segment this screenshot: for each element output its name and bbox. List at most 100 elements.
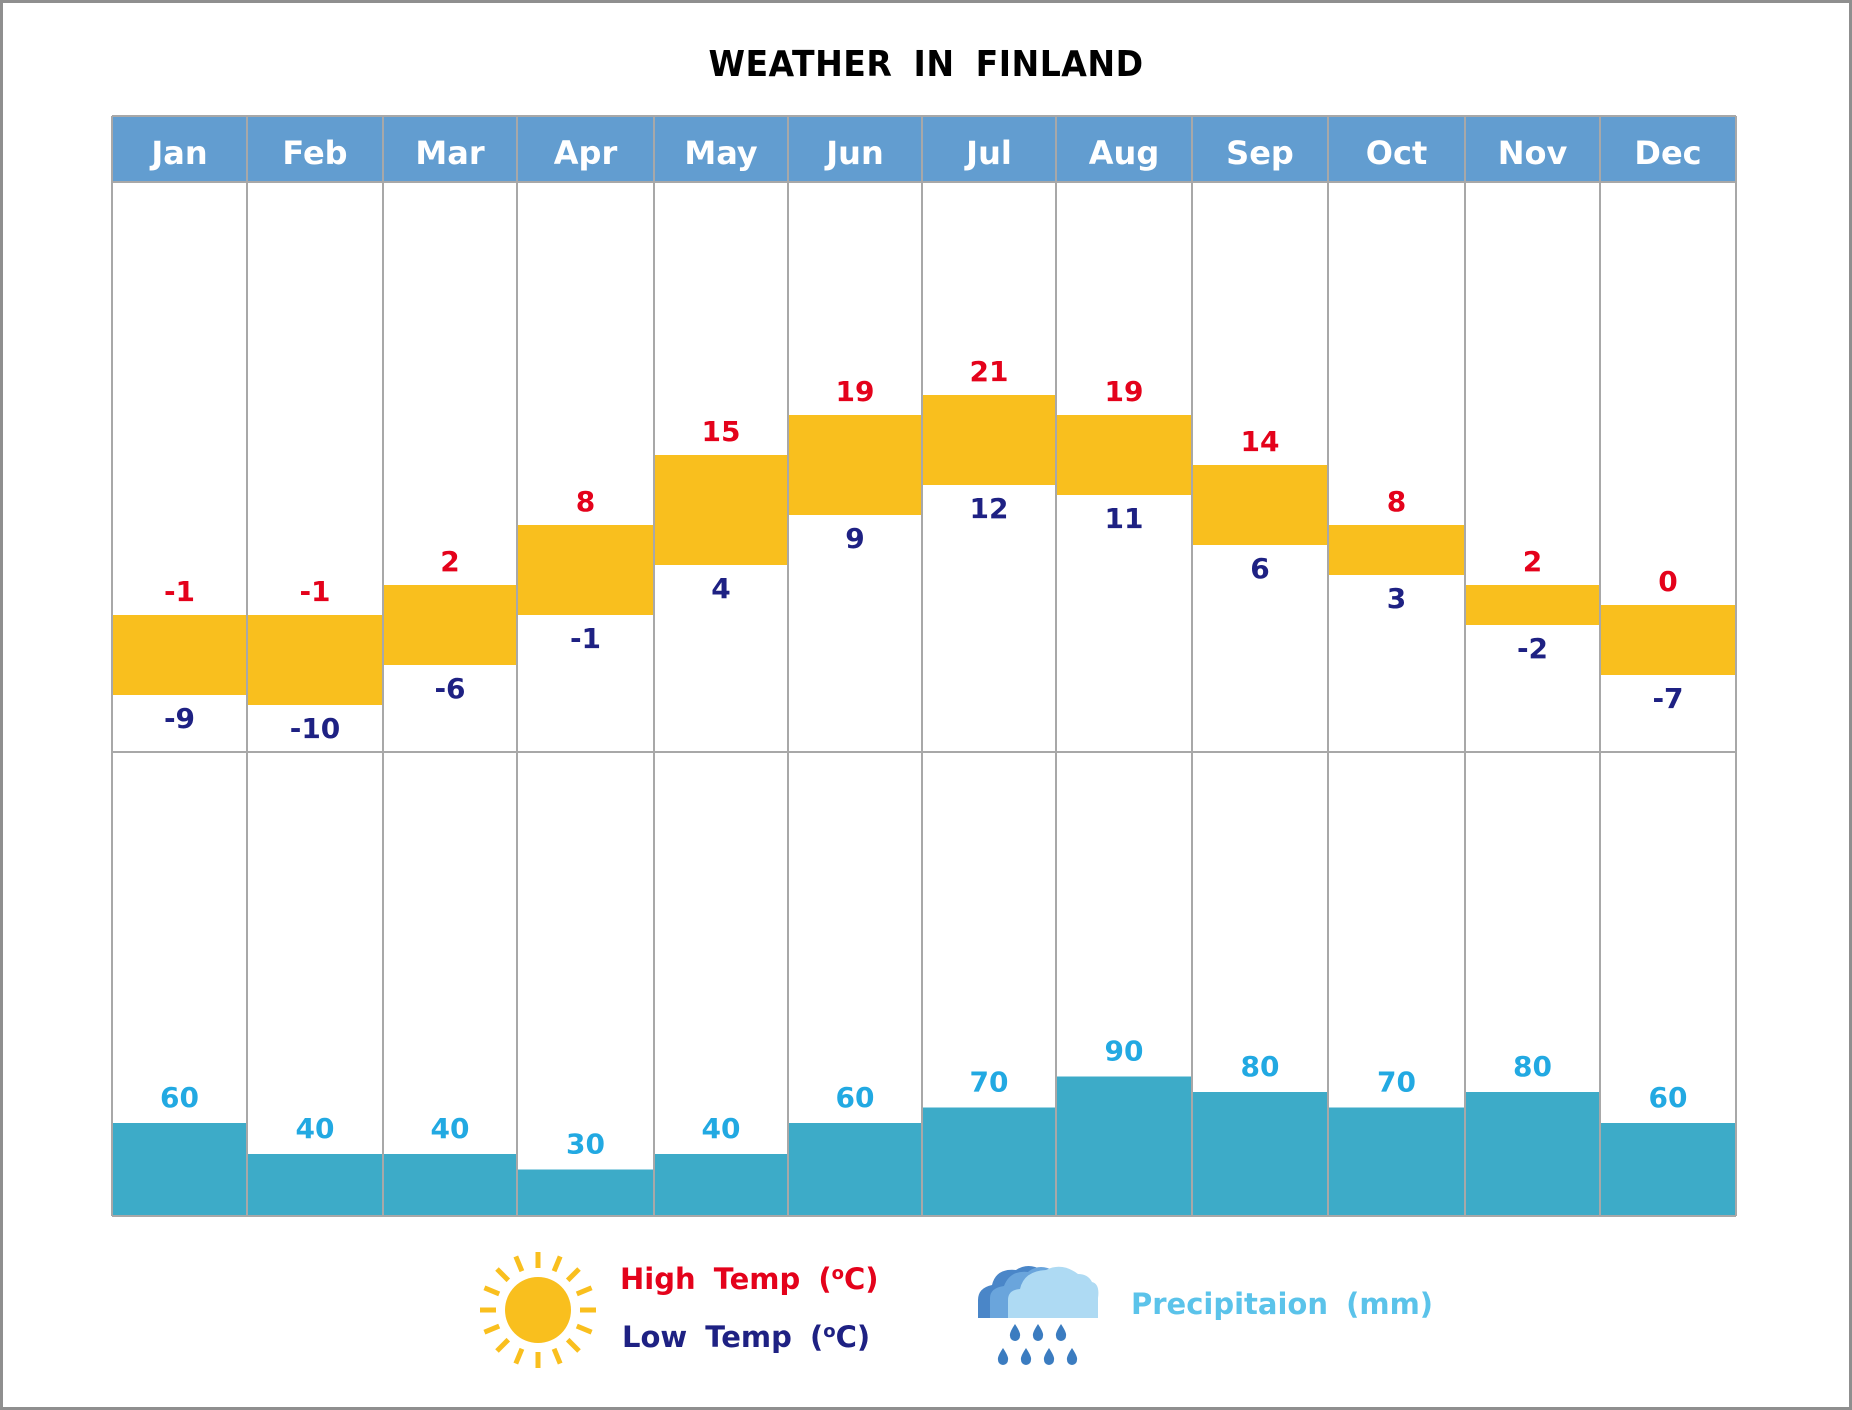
low-temp-label: 6 bbox=[1250, 552, 1269, 585]
low-temp-label: -7 bbox=[1652, 682, 1683, 715]
precip-bar-may bbox=[654, 1154, 788, 1216]
temp-band-mar bbox=[383, 585, 517, 665]
legend-low-label: Low Temp ( bbox=[622, 1320, 824, 1354]
legend-high-label: High Temp ( bbox=[620, 1262, 832, 1296]
temp-band-nov bbox=[1465, 585, 1600, 625]
precip-bar-jul bbox=[922, 1107, 1056, 1216]
legend-precipitation: Precipitaion (mm) bbox=[1131, 1287, 1434, 1321]
month-label-nov: Nov bbox=[1498, 134, 1568, 172]
rain-drop bbox=[1055, 1324, 1067, 1341]
precip-bar-mar bbox=[383, 1154, 517, 1216]
rain-drop bbox=[1066, 1348, 1078, 1365]
temp-band-may bbox=[654, 455, 788, 565]
value-labels: -1-960-1-10402-6408-13015440199602112701… bbox=[160, 355, 1687, 1161]
temp-band-oct bbox=[1328, 525, 1465, 575]
rain-drop bbox=[997, 1348, 1009, 1365]
precip-label: 40 bbox=[702, 1112, 741, 1145]
high-temp-label: 15 bbox=[702, 415, 741, 448]
sun-ray bbox=[495, 1267, 511, 1283]
unit-tail: C) bbox=[844, 1262, 879, 1296]
low-temp-label: 9 bbox=[845, 522, 864, 555]
month-label-jul: Jul bbox=[964, 134, 1012, 172]
precip-label: 40 bbox=[296, 1112, 335, 1145]
month-label-sep: Sep bbox=[1226, 134, 1294, 172]
high-temp-label: 2 bbox=[1523, 545, 1542, 578]
month-label-mar: Mar bbox=[415, 134, 484, 172]
precip-label: 80 bbox=[1241, 1050, 1280, 1083]
month-label-may: May bbox=[684, 134, 757, 172]
precip-label: 70 bbox=[1377, 1066, 1416, 1099]
temp-band-jun bbox=[788, 415, 922, 515]
month-label-dec: Dec bbox=[1634, 134, 1701, 172]
high-temp-label: 14 bbox=[1241, 425, 1280, 458]
high-temp-label: 19 bbox=[836, 375, 875, 408]
month-label-aug: Aug bbox=[1089, 134, 1159, 172]
month-label-feb: Feb bbox=[282, 134, 347, 172]
precip-bar-apr bbox=[517, 1169, 654, 1216]
sun-icon bbox=[480, 1252, 596, 1368]
precip-label: 70 bbox=[970, 1066, 1009, 1099]
temp-band-apr bbox=[517, 525, 654, 615]
precip-label: 60 bbox=[1649, 1081, 1688, 1114]
precip-bar-jun bbox=[788, 1123, 922, 1216]
month-label-oct: Oct bbox=[1366, 134, 1427, 172]
precip-bar-feb bbox=[247, 1154, 383, 1216]
temp-band-aug bbox=[1056, 415, 1192, 495]
low-temp-label: 3 bbox=[1387, 582, 1406, 615]
grid-lines bbox=[111, 115, 1737, 1217]
precip-bar-sep bbox=[1192, 1092, 1328, 1216]
precip-bar-jan bbox=[112, 1123, 247, 1216]
sun-ray bbox=[551, 1347, 563, 1365]
sun-ray bbox=[575, 1285, 593, 1297]
degree-sup: o bbox=[831, 1263, 845, 1284]
sun-ray bbox=[551, 1255, 563, 1273]
low-temp-label: -10 bbox=[290, 712, 341, 745]
sun-ray bbox=[513, 1347, 525, 1365]
high-temp-label: 0 bbox=[1658, 565, 1677, 598]
rain-drop bbox=[1032, 1324, 1044, 1341]
sun-ray bbox=[513, 1255, 525, 1273]
sun-ray bbox=[565, 1267, 581, 1283]
low-temp-label: -2 bbox=[1517, 632, 1548, 665]
precip-bar-dec bbox=[1600, 1123, 1736, 1216]
degree-sup: o bbox=[823, 1321, 836, 1342]
sun-ray bbox=[483, 1285, 501, 1297]
month-header: Jan Feb Mar Apr May Jun Jul Aug Sep Oct Nov Dec bbox=[112, 116, 1736, 182]
temp-band-sep bbox=[1192, 465, 1328, 545]
precip-bar-oct bbox=[1328, 1107, 1465, 1216]
low-temp-label: 12 bbox=[970, 492, 1009, 525]
high-temp-label: 8 bbox=[576, 485, 595, 518]
high-temp-label: -1 bbox=[164, 575, 195, 608]
rain-drop bbox=[1043, 1348, 1055, 1365]
precip-label: 40 bbox=[431, 1112, 470, 1145]
precip-bar-aug bbox=[1056, 1076, 1192, 1216]
high-temp-label: 8 bbox=[1387, 485, 1406, 518]
temp-band-feb bbox=[247, 615, 383, 705]
precip-label: 90 bbox=[1105, 1035, 1144, 1068]
precipitation-bars bbox=[112, 1076, 1736, 1216]
month-label-jun: Jun bbox=[824, 134, 883, 172]
rain-drop bbox=[1009, 1324, 1021, 1341]
precip-label: 60 bbox=[160, 1081, 199, 1114]
temperature-bands bbox=[112, 395, 1736, 705]
legend-low-temp: Low Temp (oC) bbox=[622, 1320, 870, 1354]
precip-label: 60 bbox=[836, 1081, 875, 1114]
high-temp-label: 21 bbox=[970, 355, 1009, 388]
header-bar bbox=[112, 116, 1736, 182]
high-temp-label: 19 bbox=[1105, 375, 1144, 408]
sun-ray bbox=[575, 1323, 593, 1335]
month-label-apr: Apr bbox=[554, 134, 618, 172]
month-label-jan: Jan bbox=[149, 134, 207, 172]
temp-band-dec bbox=[1600, 605, 1736, 675]
precip-bar-nov bbox=[1465, 1092, 1600, 1216]
low-temp-label: -9 bbox=[164, 702, 195, 735]
legend-high-temp: High Temp (oC) bbox=[620, 1262, 879, 1296]
precip-label: 80 bbox=[1513, 1050, 1552, 1083]
chart-title: WEATHER IN FINLAND bbox=[708, 44, 1144, 85]
rain-drop bbox=[1020, 1348, 1032, 1365]
sun-ray bbox=[483, 1323, 501, 1335]
low-temp-label: -1 bbox=[570, 622, 601, 655]
high-temp-label: 2 bbox=[440, 545, 459, 578]
precip-label: 30 bbox=[566, 1128, 605, 1161]
